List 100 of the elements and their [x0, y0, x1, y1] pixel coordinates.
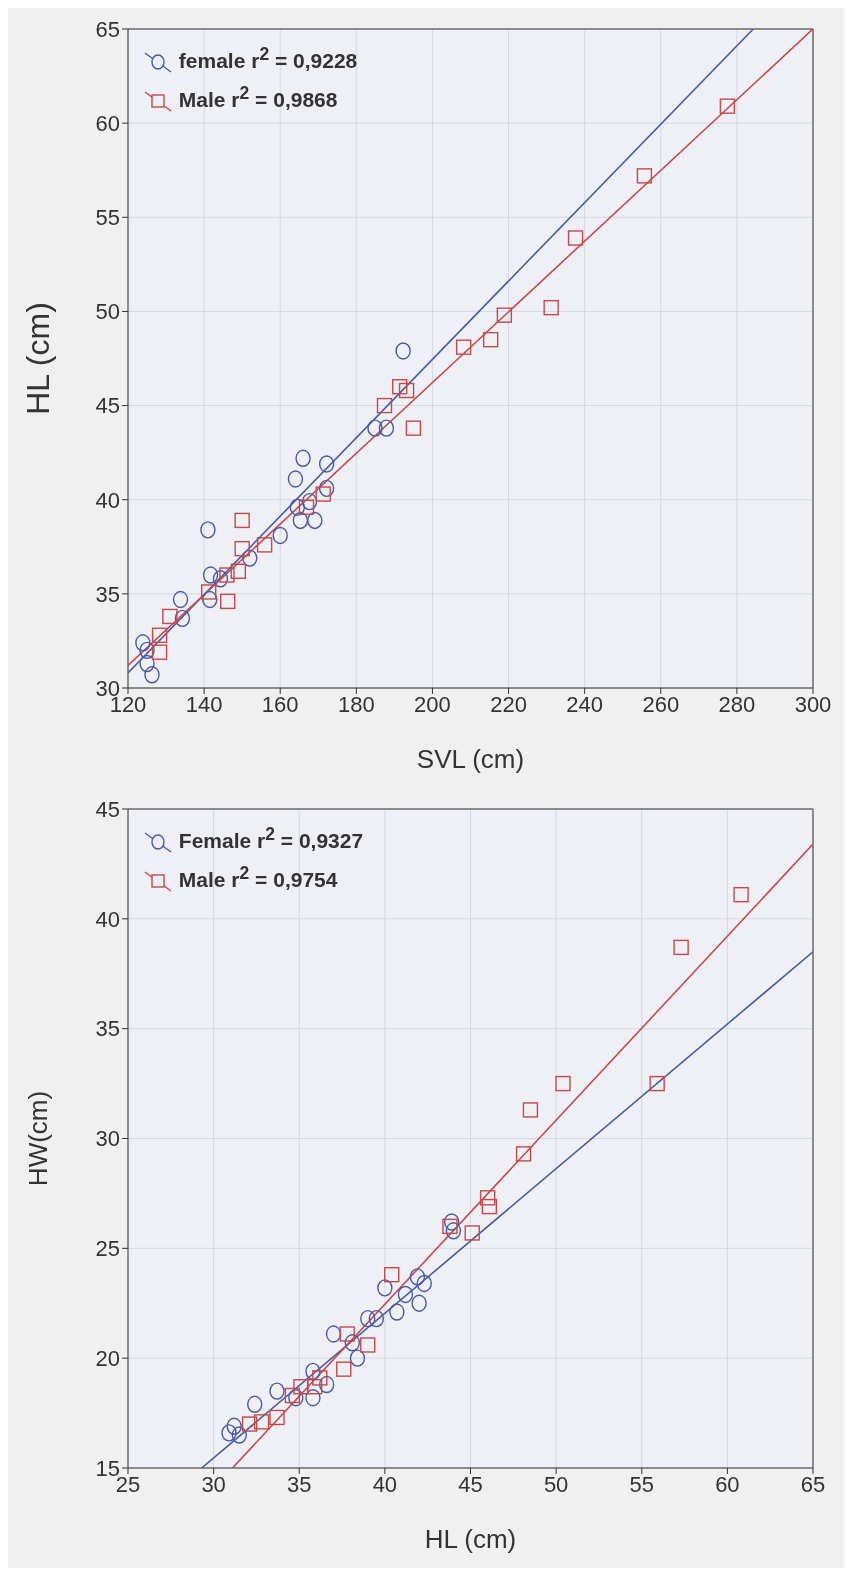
y-tick-label: 40 — [95, 906, 120, 932]
point — [318, 479, 335, 498]
point — [269, 1382, 285, 1400]
point — [360, 1337, 376, 1353]
point — [555, 1075, 571, 1092]
point — [312, 1370, 328, 1386]
point — [481, 1198, 498, 1215]
point — [219, 567, 235, 583]
point — [376, 397, 393, 414]
x-tick-label: 30 — [201, 1471, 226, 1497]
y-tick-label: 35 — [95, 581, 120, 607]
point — [411, 1294, 427, 1312]
point — [349, 1349, 366, 1367]
y-tick-label: 20 — [95, 1345, 120, 1371]
point — [284, 1387, 301, 1404]
point — [241, 1416, 258, 1432]
x-tick-label: 160 — [261, 691, 299, 717]
point — [139, 654, 155, 673]
point — [288, 1389, 304, 1407]
point — [368, 1309, 385, 1328]
x-tick-label: 300 — [794, 691, 832, 717]
point — [174, 609, 191, 628]
x-tick-label: 180 — [337, 691, 375, 717]
y-tick-label: 35 — [95, 1016, 120, 1042]
point — [242, 549, 258, 567]
point — [482, 331, 499, 348]
point — [336, 1361, 352, 1377]
point — [367, 419, 383, 437]
point — [318, 1375, 335, 1394]
point — [344, 1334, 361, 1352]
point — [733, 886, 749, 903]
point — [673, 939, 689, 956]
point — [339, 1326, 355, 1342]
point — [301, 492, 318, 511]
x-tick-label: 35 — [287, 1471, 312, 1497]
y-tick-label: 60 — [95, 110, 120, 136]
point — [295, 449, 311, 467]
point — [445, 1222, 462, 1240]
point — [269, 1409, 285, 1426]
y-tick-label: 45 — [95, 393, 120, 419]
point — [405, 420, 422, 436]
point — [378, 419, 395, 437]
point — [162, 608, 178, 625]
point — [377, 1279, 393, 1297]
point — [234, 512, 250, 529]
point — [139, 641, 155, 660]
y-axis-title: HL (cm) — [20, 302, 57, 415]
point — [272, 526, 288, 545]
point — [135, 634, 151, 652]
point — [200, 584, 217, 600]
point — [220, 593, 236, 610]
point — [151, 644, 168, 660]
point — [567, 230, 584, 246]
point — [306, 1379, 323, 1395]
y-tick-label: 25 — [95, 1236, 120, 1262]
x-tick-label: 40 — [372, 1471, 398, 1497]
point — [200, 521, 216, 539]
point — [649, 1075, 665, 1092]
point — [443, 1213, 460, 1231]
x-tick-label: 240 — [566, 691, 604, 717]
x-axis-title: SVL (cm) — [416, 744, 525, 774]
point — [202, 566, 219, 584]
point — [522, 1102, 539, 1118]
point — [151, 627, 168, 643]
point — [409, 1268, 426, 1286]
point — [384, 1266, 400, 1283]
point — [315, 486, 331, 502]
legend-label: Male r$^{2}$ = 0,9868 — [178, 83, 338, 111]
point — [253, 1414, 270, 1430]
point — [392, 379, 408, 395]
point — [247, 1395, 263, 1413]
point — [144, 666, 160, 684]
point — [231, 1426, 248, 1444]
legend-label: female r$^{2}$ = 0,9228 — [178, 44, 358, 72]
point — [496, 307, 513, 323]
x-tick-label: 60 — [715, 1471, 740, 1497]
legend-label: Female r$^{2}$ = 0,9327 — [178, 824, 364, 852]
point — [234, 540, 250, 557]
point — [202, 590, 218, 609]
point — [515, 1146, 532, 1162]
point — [360, 1309, 376, 1328]
x-tick-label: 65 — [800, 1471, 826, 1497]
point — [464, 1225, 480, 1241]
point — [298, 499, 315, 515]
x-tick-label: 260 — [642, 691, 680, 717]
point — [398, 382, 415, 399]
point — [226, 1417, 242, 1435]
point — [287, 470, 304, 488]
point — [256, 537, 273, 553]
x-tick-label: 55 — [629, 1471, 654, 1497]
point — [325, 1325, 342, 1343]
point — [442, 1218, 458, 1235]
point — [305, 1362, 321, 1381]
point — [543, 299, 559, 316]
legend-label: Male r$^{2}$ = 0,9754 — [178, 863, 338, 891]
point — [395, 342, 411, 360]
point — [289, 498, 306, 516]
x-tick-label: 50 — [543, 1471, 569, 1497]
y-axis-title: HW(cm) — [23, 1090, 54, 1187]
x-tick-label: 140 — [185, 691, 223, 717]
